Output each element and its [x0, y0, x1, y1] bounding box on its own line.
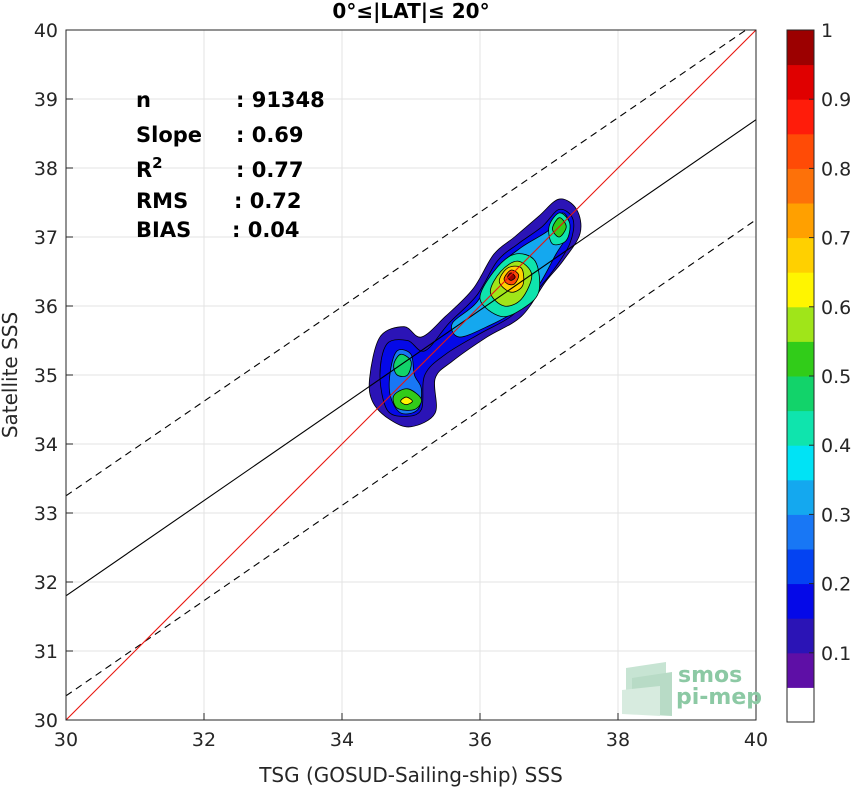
y-tick-label: 36: [34, 296, 58, 318]
colorbar-segment: [787, 133, 814, 169]
y-tick-label: 34: [34, 434, 58, 456]
regression-line: [66, 119, 756, 597]
colorbar-segment: [787, 514, 814, 550]
logo-waves-icon: [622, 662, 672, 716]
colorbar-segment: [787, 272, 814, 308]
stat-label: RMS: [136, 189, 188, 213]
grid-lines: [66, 30, 756, 720]
stat-value: : 0.69: [236, 123, 304, 147]
colorbar-segment: [787, 306, 814, 342]
y-axis-label: Satellite SSS: [0, 312, 22, 438]
colorbar-tick-label: 0.5: [821, 366, 851, 388]
y-tick-label: 31: [34, 641, 58, 663]
x-axis-ticks: 30 32 34 36 38 40: [54, 713, 768, 751]
colorbar-segment: [787, 203, 814, 239]
x-tick-label: 30: [54, 729, 78, 751]
colorbar-segment: [787, 479, 814, 515]
colorbar-segment: [787, 64, 814, 100]
colorbar-segment: [787, 618, 814, 654]
smos-pi-mep-logo: smos pi-mep: [622, 662, 762, 716]
x-tick-label: 40: [744, 729, 768, 751]
colorbar-ticks: 0.1 0.2 0.3 0.4 0.5 0.6 0.7 0.8 0.9 1: [809, 20, 851, 665]
colorbar-segment: [787, 99, 814, 135]
colorbar-segment: [787, 237, 814, 273]
colorbar-tick-label: 0.4: [821, 435, 851, 457]
colorbar-tick-label: 0.3: [821, 504, 851, 526]
density-contour: [400, 396, 413, 406]
colorbar-tick-label: 0.6: [821, 297, 851, 319]
y-axis-ticks: 30 31 32 33 34 35 36 37 38 39 40: [34, 20, 73, 732]
colorbar-segment: [787, 687, 814, 723]
colorbar-segment: [787, 30, 814, 66]
stat-label: BIAS: [136, 218, 191, 242]
y-tick-label: 35: [34, 365, 58, 387]
colorbar-tick-label: 1: [821, 20, 833, 42]
upper-bound-line: [66, 30, 747, 497]
logo-line-1: smos: [678, 663, 742, 688]
reference-lines: [66, 30, 756, 720]
stat-label: Slope: [136, 123, 202, 147]
stat-value: : 0.72: [234, 189, 302, 213]
y-tick-label: 32: [34, 572, 58, 594]
x-tick-label: 34: [330, 729, 354, 751]
density-contour: [507, 272, 516, 281]
stat-superscript: 2: [152, 154, 162, 172]
logo-line-2: pi-mep: [676, 685, 762, 710]
y-tick-label: 33: [34, 503, 58, 525]
colorbar-segment: [787, 376, 814, 412]
lower-bound-line: [66, 219, 756, 697]
colorbar-segment: [787, 549, 814, 585]
y-tick-label: 40: [34, 20, 58, 42]
x-tick-label: 32: [192, 729, 216, 751]
colorbar-tick-label: 0.2: [821, 574, 851, 596]
colorbar-segment: [787, 583, 814, 619]
colorbar-segment: [787, 341, 814, 377]
colorbar-segment: [787, 652, 814, 688]
density-contour: [393, 353, 412, 377]
x-tick-label: 36: [468, 729, 492, 751]
x-tick-label: 38: [606, 729, 630, 751]
stat-value: : 0.04: [232, 218, 300, 242]
y-tick-label: 38: [34, 158, 58, 180]
colorbar-segment: [787, 168, 814, 204]
colorbar: [787, 30, 814, 723]
stat-value: : 0.77: [236, 158, 304, 182]
stat-label: n: [136, 88, 151, 112]
y-tick-label: 30: [34, 710, 58, 732]
colorbar-tick-label: 0.8: [821, 158, 851, 180]
colorbar-tick-label: 0.1: [821, 643, 851, 665]
stat-value: : 91348: [236, 88, 325, 112]
y-tick-label: 39: [34, 89, 58, 111]
chart-title: 0°≤|LAT|≤ 20°: [332, 0, 489, 23]
x-axis-label: TSG (GOSUD-Sailing-ship) SSS: [258, 763, 563, 787]
colorbar-segment: [787, 445, 814, 481]
colorbar-segment: [787, 410, 814, 446]
colorbar-tick-label: 0.7: [821, 228, 851, 250]
colorbar-tick-label: 0.9: [821, 89, 851, 111]
y-tick-label: 37: [34, 227, 58, 249]
identity-line: [66, 30, 756, 720]
